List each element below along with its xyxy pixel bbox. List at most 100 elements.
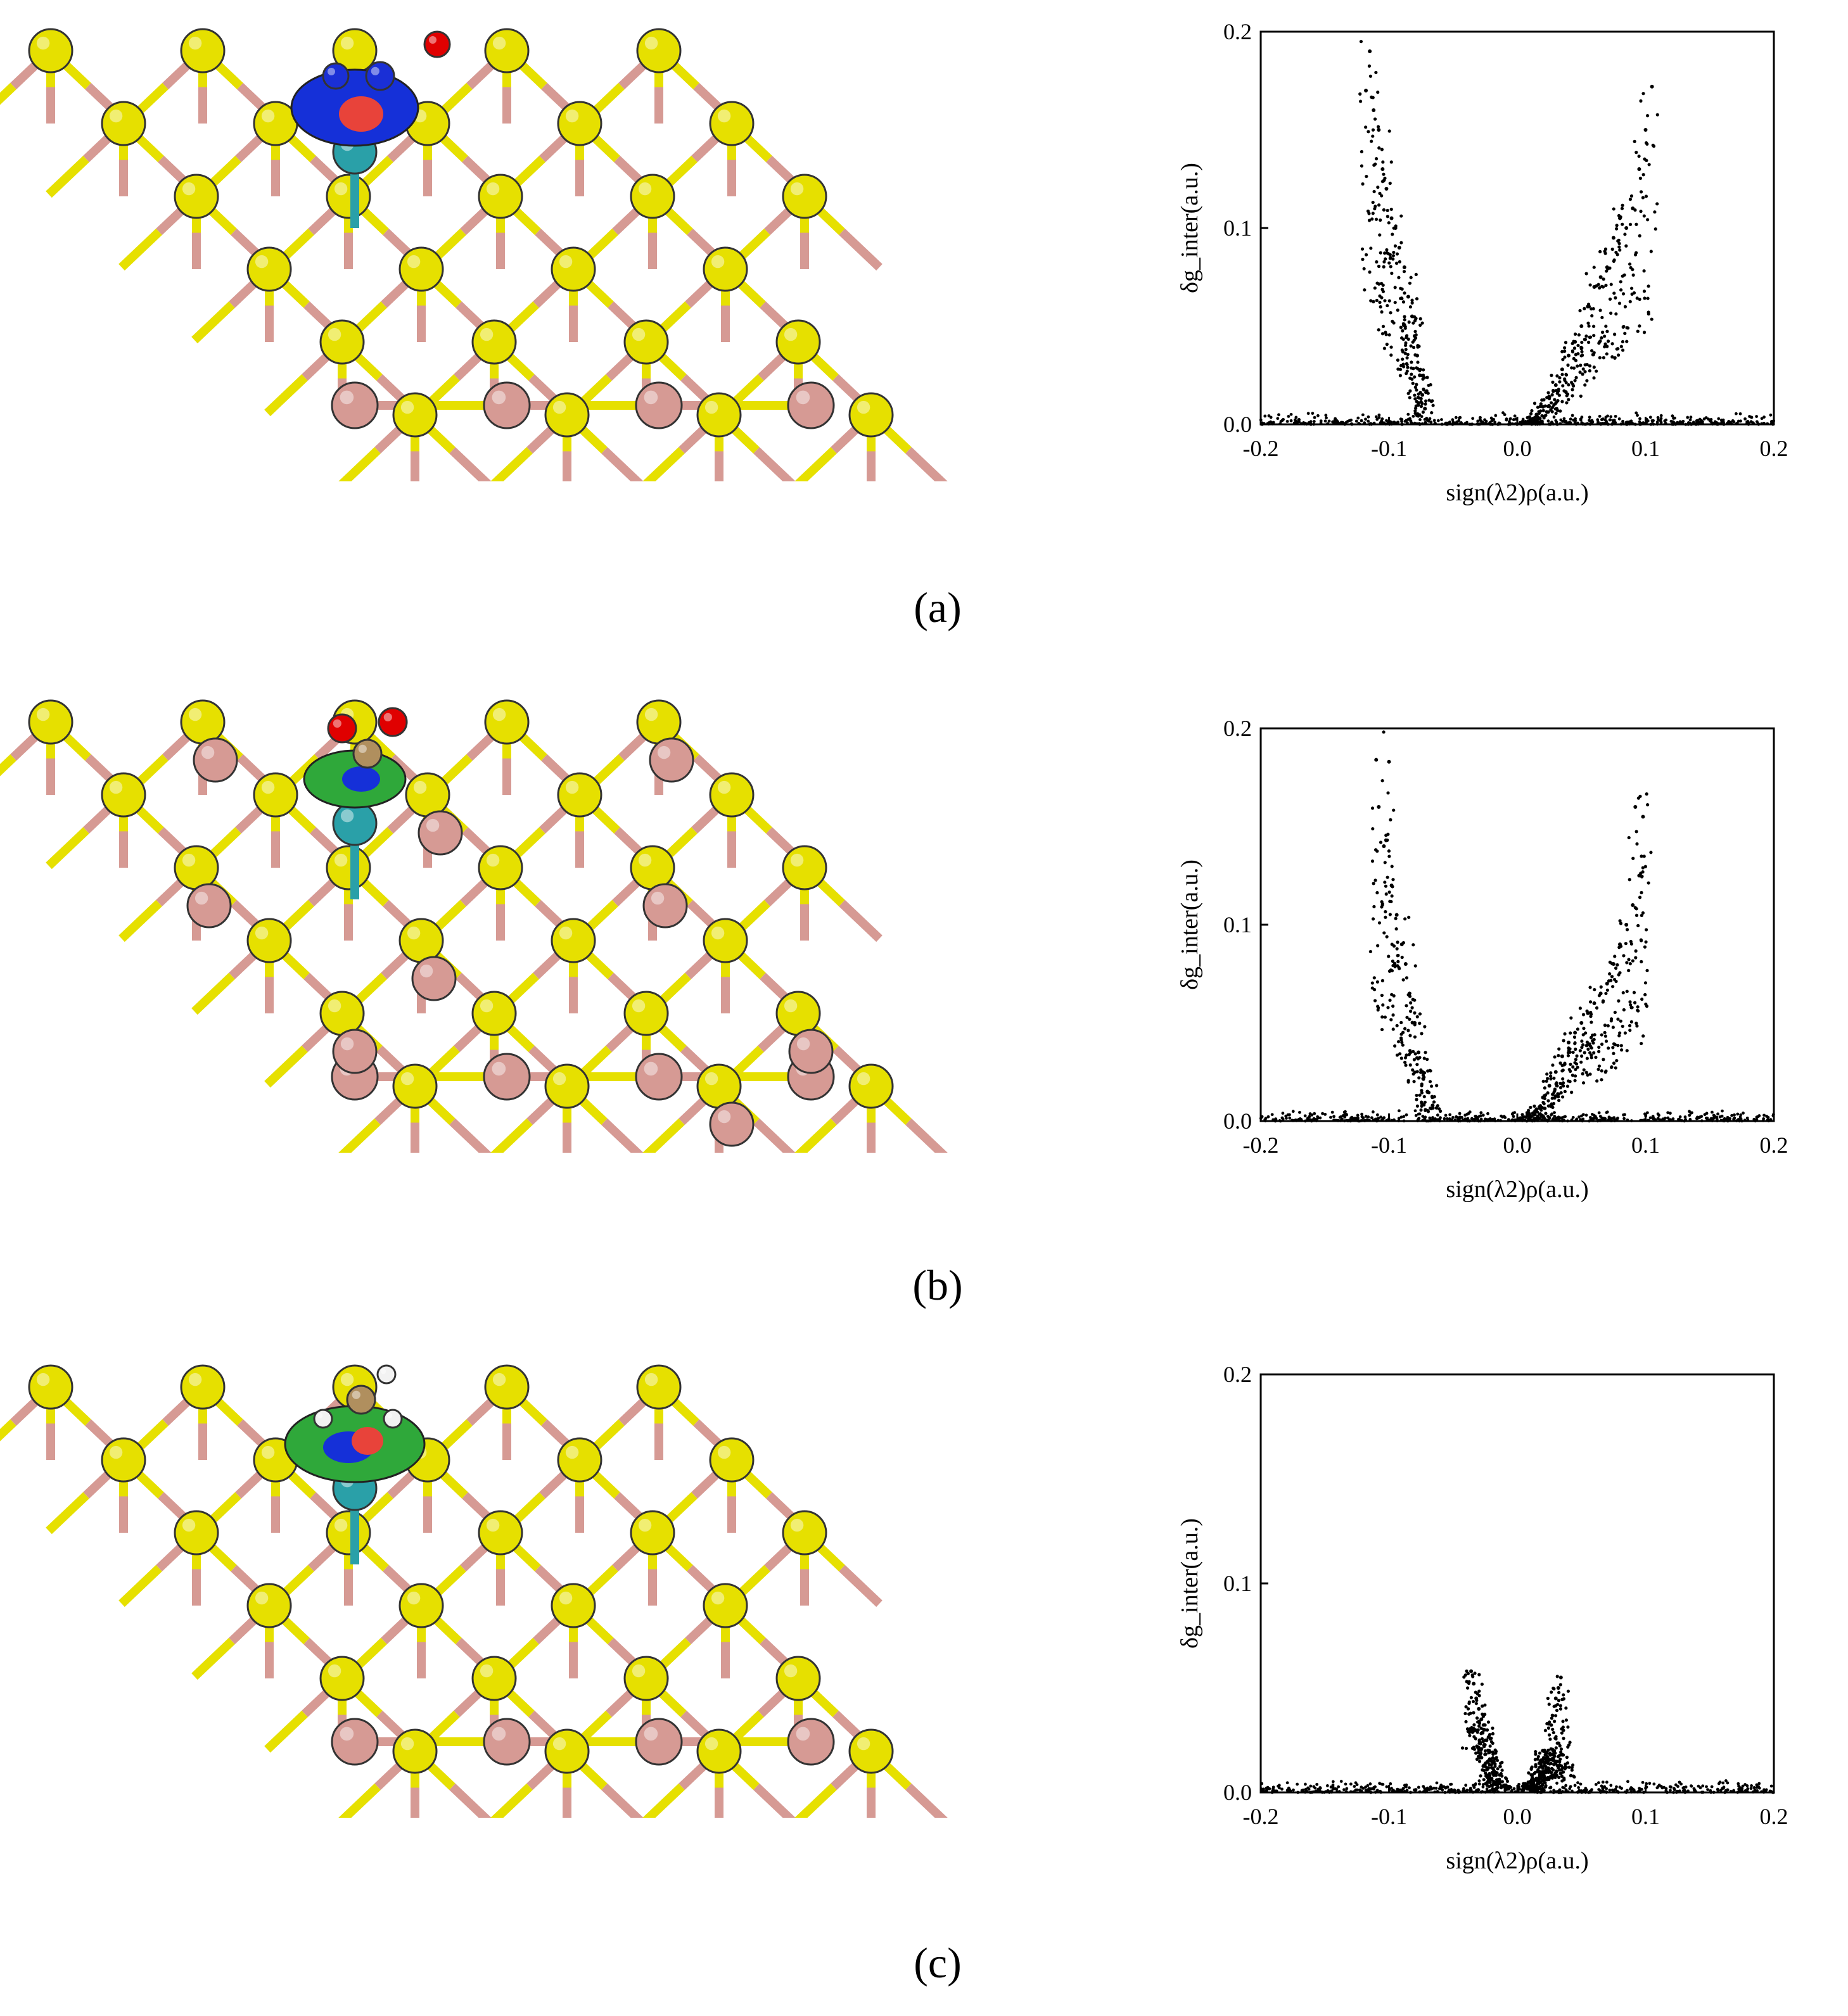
data-point xyxy=(1408,1786,1411,1790)
data-point xyxy=(1542,1115,1546,1119)
sulfur-atom-sphere xyxy=(630,1510,675,1556)
data-point xyxy=(1550,1690,1553,1694)
data-point xyxy=(1291,1110,1295,1113)
data-point xyxy=(1488,1772,1491,1775)
data-point xyxy=(1534,1753,1538,1756)
data-point xyxy=(1401,350,1405,354)
data-point xyxy=(1583,370,1587,374)
data-point xyxy=(1611,985,1615,989)
data-point xyxy=(1372,904,1376,909)
data-point xyxy=(1760,1790,1763,1794)
data-point xyxy=(1345,1113,1349,1117)
data-point xyxy=(1399,1020,1403,1025)
data-point xyxy=(1390,894,1394,898)
sulfur-atom xyxy=(484,699,530,745)
data-point xyxy=(1360,1789,1363,1793)
data-point xyxy=(1304,1782,1307,1786)
sulfur-atom-sphere xyxy=(319,319,365,365)
data-point xyxy=(1586,302,1591,306)
sulfur-atom-highlight xyxy=(188,1373,202,1386)
data-point xyxy=(1371,917,1375,921)
data-point xyxy=(1516,1789,1520,1793)
data-point xyxy=(1643,981,1648,985)
data-point xyxy=(1390,969,1394,973)
data-point xyxy=(1669,1118,1673,1122)
data-point xyxy=(1572,357,1576,360)
data-point xyxy=(1550,1771,1553,1775)
sulfur-atom-sphere xyxy=(551,1583,596,1628)
data-point xyxy=(1367,219,1372,222)
data-point xyxy=(1339,1115,1342,1119)
data-point xyxy=(1628,262,1632,266)
data-point xyxy=(1614,414,1617,418)
data-point xyxy=(1357,1119,1360,1123)
sulfur-atom xyxy=(782,845,827,891)
data-point xyxy=(1550,1716,1553,1720)
data-point xyxy=(1530,1787,1534,1791)
data-point xyxy=(1716,1119,1719,1123)
carbon-atom-highlight xyxy=(352,1390,360,1399)
data-point xyxy=(1576,364,1579,368)
data-point xyxy=(1464,1746,1469,1751)
data-point xyxy=(1583,338,1588,341)
data-point xyxy=(1643,1118,1647,1122)
data-point xyxy=(1315,1119,1319,1122)
data-point xyxy=(1265,1786,1268,1790)
data-point xyxy=(1706,1788,1709,1792)
data-point xyxy=(1370,217,1374,221)
data-point xyxy=(1546,1099,1550,1103)
data-point xyxy=(1475,1699,1479,1702)
data-point xyxy=(1662,1119,1666,1122)
data-point xyxy=(1491,1756,1495,1759)
data-point xyxy=(1563,1032,1567,1036)
isosurface-core xyxy=(352,1427,383,1455)
data-point xyxy=(1596,422,1600,425)
data-point xyxy=(1629,1790,1633,1794)
data-point xyxy=(1625,928,1629,932)
sulfur-atom-sphere xyxy=(703,1583,748,1628)
data-point xyxy=(1435,1781,1439,1785)
data-point xyxy=(1609,282,1613,286)
data-point xyxy=(1623,305,1628,308)
hydrogen-atom xyxy=(383,1409,403,1429)
data-point xyxy=(1399,1789,1403,1792)
data-point xyxy=(1760,422,1764,426)
data-point xyxy=(1643,157,1647,161)
data-point xyxy=(1440,418,1443,421)
data-point xyxy=(1432,1786,1436,1790)
data-point xyxy=(1453,1118,1457,1122)
sulfur-atom-highlight xyxy=(109,780,123,794)
data-point xyxy=(1373,117,1377,121)
data-point xyxy=(1732,1117,1736,1121)
data-point xyxy=(1616,1044,1620,1048)
data-point xyxy=(1491,1741,1494,1745)
lattice xyxy=(0,699,948,1153)
data-point xyxy=(1564,1784,1568,1787)
data-point xyxy=(1387,1117,1391,1120)
data-point xyxy=(1481,1785,1485,1789)
data-point xyxy=(1481,1768,1484,1772)
data-point xyxy=(1688,1113,1692,1117)
data-point xyxy=(1539,1763,1543,1767)
sulfur-atom-sphere xyxy=(544,1728,590,1774)
data-point xyxy=(1688,1110,1691,1113)
oxygen-atom-highlight xyxy=(429,36,437,44)
data-point xyxy=(1392,944,1396,948)
data-point xyxy=(1368,49,1372,53)
data-point xyxy=(1622,1008,1626,1011)
data-point xyxy=(1738,412,1742,415)
data-point xyxy=(1651,1117,1655,1120)
data-point xyxy=(1269,420,1272,424)
data-point xyxy=(1405,421,1409,425)
data-point xyxy=(1415,297,1419,301)
data-point xyxy=(1400,420,1403,423)
y-tick-label: 0.1 xyxy=(1223,215,1252,241)
data-point xyxy=(1487,1734,1491,1739)
data-point xyxy=(1376,1008,1380,1012)
data-point xyxy=(1398,367,1403,371)
data-point xyxy=(1416,343,1420,348)
data-point xyxy=(1505,1777,1508,1780)
data-point xyxy=(1567,1068,1571,1072)
sulfur-atom-highlight xyxy=(717,109,731,123)
data-point xyxy=(1372,108,1376,112)
